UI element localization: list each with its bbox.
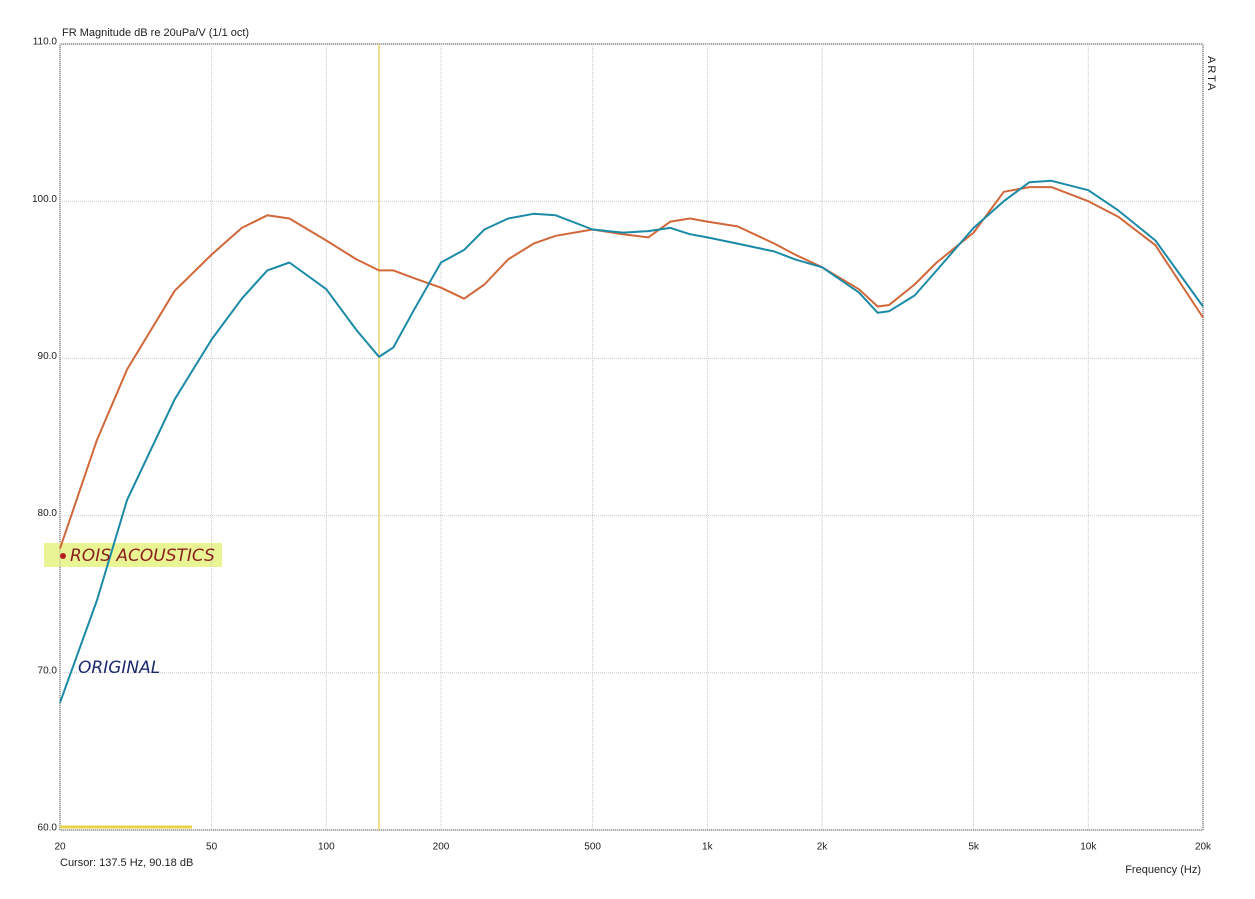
series-label: ROIS ACOUSTICS xyxy=(70,546,215,566)
cursor-label: Cursor: 137.5 Hz, 90.18 dB xyxy=(60,857,193,869)
x-tick-label: 1k xyxy=(702,842,714,853)
y-tick-label: 90.0 xyxy=(38,351,58,362)
x-tick-label: 5k xyxy=(968,842,980,853)
x-tick-label: 500 xyxy=(584,842,601,853)
series-label: ORIGINAL xyxy=(78,658,160,678)
brand: ARTA xyxy=(1205,56,1217,92)
highlight xyxy=(44,543,222,567)
series-line xyxy=(59,186,1204,549)
x-tick-label: 50 xyxy=(206,842,218,853)
x-axis-label: Frequency (Hz) xyxy=(1125,864,1201,876)
x-tick-label: 200 xyxy=(433,842,450,853)
x-tick-label: 10k xyxy=(1080,842,1097,853)
y-tick-label: 60.0 xyxy=(38,823,58,834)
y-tick-label: 80.0 xyxy=(38,508,58,519)
y-tick-label: 70.0 xyxy=(38,665,58,676)
legend-dot xyxy=(60,553,66,559)
y-tick-label: 100.0 xyxy=(32,194,57,205)
x-tick-label: 20 xyxy=(54,842,66,853)
x-tick-label: 100 xyxy=(318,842,335,853)
y-tick-label: 110.0 xyxy=(33,37,58,48)
x-tick-label: 20k xyxy=(1195,842,1212,853)
x-tick-label: 2k xyxy=(817,842,829,853)
series-line xyxy=(59,179,1204,704)
plot-frame xyxy=(59,43,1204,831)
chart-title: FR Magnitude dB re 20uPa/V (1/1 oct) xyxy=(62,27,249,39)
